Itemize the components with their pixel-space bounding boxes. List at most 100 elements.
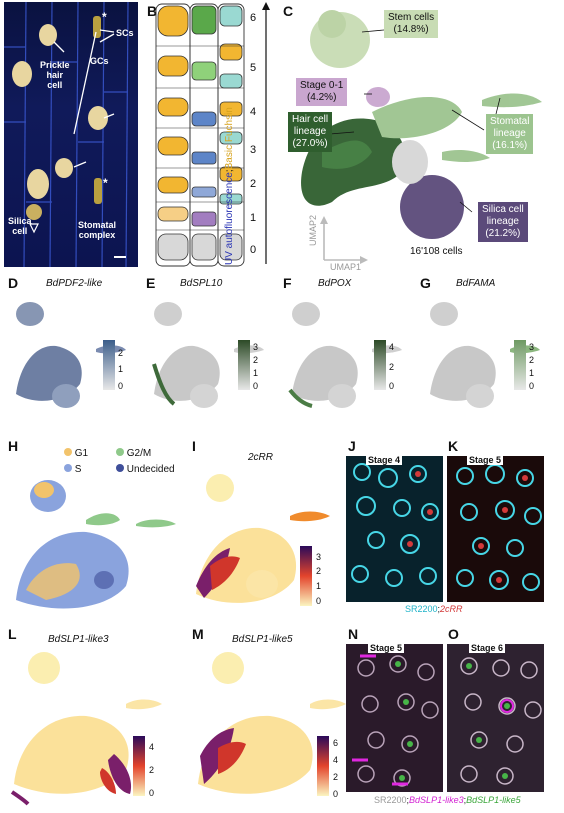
micrograph-k-cells [456,464,542,591]
umap-h [16,480,176,609]
tick-f: 4 [389,342,395,352]
colorbar-m [317,736,329,796]
stage-tick: 4 [250,106,257,118]
gene-name-f: BdPOX [318,278,352,289]
label-hair-lineage: Hair cell lineage (27.0%) [288,112,333,152]
tick-e: 1 [253,368,259,378]
micrograph-n-cells [352,654,439,787]
panel-b-schematic [155,2,270,267]
panel-label-i: I [192,438,196,454]
title-stage4: Stage 4 [366,456,403,465]
umap2-label: UMAP2 [308,214,318,246]
micrograph-cells [4,2,129,267]
tick-f: 2 [389,362,395,372]
umap-e [152,302,264,408]
label-scs: SCs [116,28,134,38]
stage-tick: 6 [250,12,257,24]
stage-tick: 3 [250,144,257,156]
caption-slp1-like5: BdSLP1-like5 [466,795,521,805]
colorbar-d [103,340,115,390]
colorbar-g [514,340,526,390]
gene-name-l: BdSLP1-like3 [48,634,109,645]
gene-name-i: 2cRR [248,452,274,463]
tick-d: 2 [118,348,124,358]
panel-o-micrograph: Stage 6 [447,644,544,792]
stage-tick: 2 [250,178,257,190]
legend-item-g1: G1 [64,448,88,459]
caption-no: SR2200;BdSLP1-like3;BdSLP1-like5 [374,795,521,805]
tick-m: 4 [333,755,339,765]
panel-label-m: M [192,626,204,642]
caption-2crr: 2cRR [440,604,463,614]
umap-l [10,652,162,806]
tick-d: 1 [118,364,124,374]
star-marker: * [103,176,108,190]
legend-label: G2/M [126,448,152,459]
panel-label-c: C [283,3,294,19]
umap-m [198,652,346,794]
caption-sep: ; [406,795,410,805]
label-stomatal: Stomatal complex [78,220,117,240]
umap1-label: UMAP1 [330,262,362,272]
colorbar-e [238,340,250,390]
panel-label-l: L [8,626,17,642]
tick-i: 2 [316,566,322,576]
caption-sep: ; [437,604,441,614]
legend-item-s: S [64,464,81,475]
panel-b-axis-label: UV autofluorescence;Basic Fuchsin [224,107,235,265]
tick-e: 2 [253,355,259,365]
panel-label-k: K [448,438,459,454]
caption-sr2200: SR2200 [405,604,438,614]
legend-item-g2m: G2/M [116,448,151,459]
title-n-stage5: Stage 5 [368,644,405,653]
panel-label-o: O [448,626,459,642]
tick-e: 3 [253,342,259,352]
caption-sep: ; [463,795,467,805]
panel-label-n: N [348,626,359,642]
stage-tick: 5 [250,62,257,74]
caption-slp1-like3: BdSLP1-like3 [409,795,464,805]
tick-e: 0 [253,381,259,391]
label-stomatal-lineage: Stomatal lineage (16.1%) [486,114,534,154]
label-stage01: Stage 0-1 (4.2%) [296,78,348,106]
tick-g: 0 [529,381,535,391]
tick-i: 0 [316,596,322,606]
legend-label: Undecided [126,464,175,475]
legend-label: G1 [74,448,89,459]
umap-g [430,302,540,408]
legend-h: G1 G2/M S Undecided [64,448,204,482]
tick-m: 0 [333,789,339,799]
tick-m: 6 [333,738,339,748]
panel-k-micrograph: Stage 5 [447,456,544,602]
stage-tick: 0 [250,244,257,256]
colorbar-l [133,736,145,796]
axis-sep: ; [224,169,235,173]
panel-label-j: J [348,438,356,454]
tick-i: 3 [316,552,322,562]
gene-name-e: BdSPL10 [180,278,223,289]
legend-item-undecided: Undecided [116,464,175,475]
tick-m: 2 [333,772,339,782]
umap-i [196,474,330,603]
colorbar-f [374,340,386,390]
caption-jk: SR2200;2cRR [405,604,463,614]
umap-f [288,302,402,408]
panel-label-f: F [283,275,292,291]
tick-g: 1 [529,368,535,378]
panel-j-micrograph: Stage 4 [346,456,443,602]
caption-sr2200: SR2200 [374,795,407,805]
gene-name-d: BdPDF2-like [46,278,103,289]
micrograph-o-cells [460,657,542,785]
panel-label-d: D [8,275,19,291]
label-silica: Silica cell [8,216,32,236]
tick-f: 0 [389,381,395,391]
colorbar-i [300,546,312,606]
gene-name-m: BdSLP1-like5 [232,634,293,645]
panel-n-micrograph: Stage 5 [346,644,443,792]
panel-a-micrograph: SCs GCs Prickle hair cell Silica cell St… [4,2,138,267]
label-prickle: Prickle hair cell [40,60,70,90]
legend-dot [64,464,72,472]
panel-label-h: H [8,438,19,454]
tick-l: 4 [149,742,155,752]
tick-l: 2 [149,765,155,775]
